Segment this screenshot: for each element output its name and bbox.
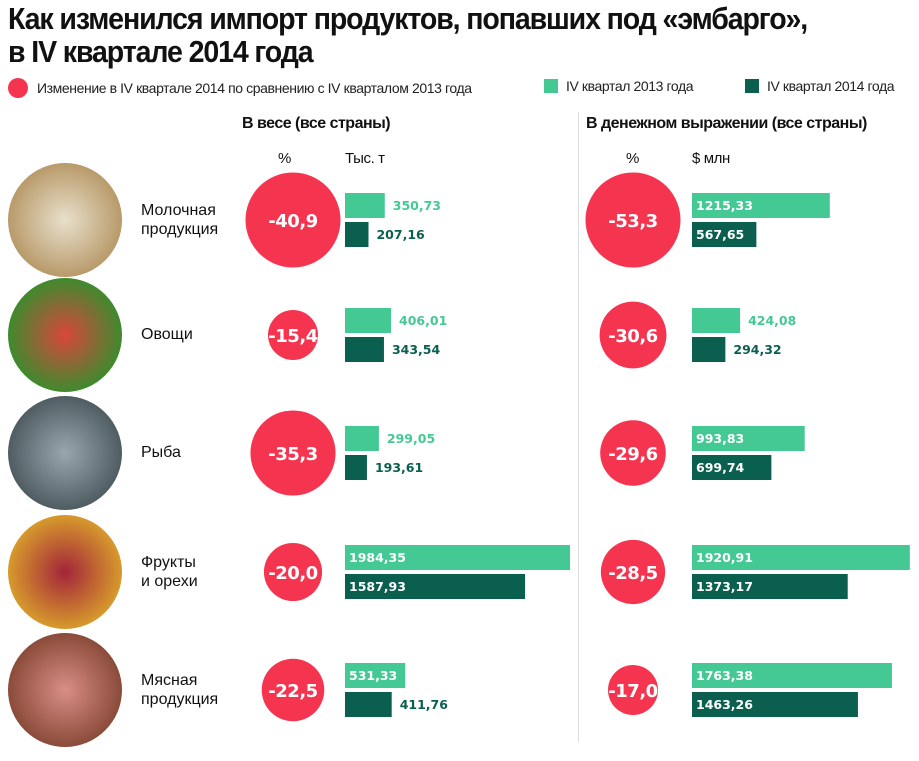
- change-label: -17,0: [608, 681, 657, 702]
- fruits-photo: [8, 515, 122, 629]
- bar-value-label: 1463,26: [696, 697, 753, 712]
- bar-2014: [692, 337, 726, 362]
- legend-light-square-icon: [544, 79, 558, 93]
- change-label: -35,3: [268, 444, 317, 465]
- change-bubble: [585, 172, 681, 268]
- change-bubble: [250, 410, 336, 496]
- bar-2014: [345, 222, 369, 247]
- change-bubble: [261, 658, 325, 722]
- legend-change-label: Изменение в IV квартале 2014 по сравнени…: [37, 80, 472, 96]
- vegetables-photo: [8, 278, 122, 392]
- bar-2013: [345, 545, 571, 570]
- row-label-line-1: Рыба: [141, 444, 181, 461]
- bar-2014: [692, 692, 858, 717]
- change-label: -30,6: [608, 326, 657, 347]
- legend-2014-label: IV квартал 2014 года: [767, 78, 895, 94]
- row-label: Фрукты и орехи: [141, 553, 198, 591]
- legend-2014: IV квартал 2014 года: [745, 78, 895, 94]
- bar-2013: [692, 193, 830, 218]
- row-label: Мясная продукция: [141, 671, 218, 709]
- bar-2013: [345, 426, 379, 451]
- bar-value-label: 193,61: [375, 460, 423, 475]
- money-pct-header: %: [626, 150, 639, 167]
- change-bubble: [600, 420, 666, 486]
- change-label: -28,5: [608, 563, 657, 584]
- change-label: -53,3: [608, 211, 657, 232]
- money-panel-title: В денежном выражении (все страны): [586, 115, 867, 132]
- fish-photo: [8, 396, 122, 510]
- bar-value-label: 1984,35: [349, 550, 406, 565]
- bar-value-label: 411,76: [400, 697, 449, 712]
- change-label: -40,9: [268, 211, 317, 232]
- meat-photo: [8, 633, 122, 747]
- bar-value-label: 1763,38: [696, 668, 753, 683]
- bar-value-label: 1215,33: [696, 198, 753, 213]
- bar-value-label: 1587,93: [349, 579, 406, 594]
- row-label-line-1: Молочная: [141, 202, 216, 219]
- bar-value-label: 699,74: [696, 460, 745, 475]
- bar-2013: [345, 308, 392, 333]
- legend-2013: IV квартал 2013 года: [544, 78, 694, 94]
- bar-2013: [692, 663, 892, 688]
- legend-red-dot-icon: [8, 78, 28, 98]
- bar-2014: [692, 222, 757, 247]
- change-bubble: [263, 542, 323, 602]
- row-label: Молочная продукция: [141, 201, 218, 239]
- bar-2014: [692, 574, 848, 599]
- change-label: -22,5: [268, 681, 317, 702]
- bar-2014: [692, 455, 772, 480]
- bar-2014: [345, 455, 367, 480]
- row-label-line-1: Овощи: [141, 326, 193, 343]
- bar-2013: [692, 308, 741, 333]
- bar-value-label: 294,32: [733, 342, 781, 357]
- bar-2013: [345, 193, 385, 218]
- change-bubble: [245, 172, 341, 268]
- bar-value-label: 1373,17: [696, 579, 753, 594]
- bar-value-label: 350,73: [393, 198, 441, 213]
- row-label-line-2: продукция: [141, 691, 219, 708]
- panel-divider: [578, 112, 579, 742]
- legend-change: Изменение в IV квартале 2014 по сравнени…: [8, 78, 472, 98]
- change-bubble: [599, 301, 667, 369]
- bar-2014: [345, 574, 526, 599]
- bar-value-label: 993,83: [696, 431, 744, 446]
- bar-value-label: 207,16: [376, 227, 425, 242]
- money-unit-header: $ млн: [692, 150, 730, 167]
- weight-unit-header: Тыс. т: [345, 150, 385, 167]
- row-label: Рыба: [141, 443, 181, 462]
- dairy-photo: [8, 163, 122, 277]
- bar-2014: [345, 337, 384, 362]
- title-line-1: Как изменился импорт продуктов, попавших…: [8, 1, 808, 36]
- bar-2013: [692, 426, 805, 451]
- bar-value-label: 531,33: [349, 668, 397, 683]
- change-bubble: [608, 665, 658, 715]
- legend-2013-label: IV квартал 2013 года: [566, 78, 694, 94]
- change-bubble: [268, 310, 318, 360]
- chart-title: Как изменился импорт продуктов, попавших…: [8, 1, 808, 69]
- change-label: -29,6: [608, 444, 657, 465]
- change-label: -15,4: [268, 326, 317, 347]
- change-bubble: [600, 539, 666, 605]
- bar-value-label: 424,08: [748, 313, 796, 328]
- change-label: -20,0: [268, 563, 317, 584]
- bar-value-label: 567,65: [696, 227, 744, 242]
- bar-value-label: 299,05: [387, 431, 435, 446]
- row-label-line-1: Фрукты: [141, 554, 196, 571]
- row-label-line-2: и орехи: [141, 573, 198, 590]
- bar-2013: [345, 663, 406, 688]
- weight-panel-title: В весе (все страны): [242, 115, 391, 132]
- weight-pct-header: %: [278, 150, 291, 167]
- bar-value-label: 343,54: [392, 342, 441, 357]
- legend-dark-square-icon: [745, 79, 759, 93]
- row-label-line-1: Мясная: [141, 672, 198, 689]
- bar-value-label: 406,01: [399, 313, 447, 328]
- title-line-2: в IV квартале 2014 года: [8, 34, 314, 69]
- row-label-line-2: продукция: [141, 221, 219, 238]
- row-label: Овощи: [141, 325, 193, 344]
- bar-2013: [692, 545, 910, 570]
- bar-2014: [345, 692, 392, 717]
- bar-value-label: 1920,91: [696, 550, 753, 565]
